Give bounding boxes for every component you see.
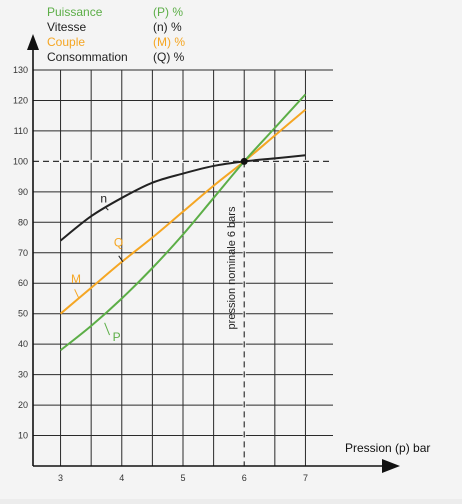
y-tick-label: 120 [13,95,28,105]
reference-lines: pression nominale 6 bars [33,159,333,466]
y-tick-label: 20 [18,400,28,410]
x-tick-label: 7 [303,473,308,483]
legend-name: Couple [47,35,85,49]
series-line-Q [59,108,307,315]
x-axis-label: Pression (p) bar [345,441,430,455]
legend: Puissance (P) % Vitesse (n) % Couple (M) % Con… [47,5,185,64]
tick-labels: 10 20 30 40 50 60 70 80 90 100 110 120 130 3 4 5 6 7 [13,65,308,483]
y-tick-label: 80 [18,217,28,227]
reference-annotation: pression nominale 6 bars [226,206,238,329]
series [59,93,307,352]
curve-labels: n Q M P [71,192,124,344]
y-tick-label: 30 [18,370,28,380]
nominal-point [240,157,248,165]
x-tick-label: 6 [242,473,247,483]
x-axis-arrow [382,459,400,473]
y-tick-label: 90 [18,187,28,197]
series-label-Q: Q [114,236,123,250]
y-tick-label: 50 [18,309,28,319]
series-label-n: n [100,192,107,206]
y-tick-label: 40 [18,339,28,349]
legend-name: Puissance [47,5,103,19]
legend-symbol: (M) % [153,35,185,49]
legend-symbol: (P) % [153,5,183,19]
legend-name: Vitesse [47,20,86,34]
x-tick-label: 4 [119,473,124,483]
y-axis-arrow [27,34,39,50]
series-line-P [59,93,307,352]
legend-name: Consommation [47,50,128,64]
y-tick-label: 70 [18,248,28,258]
legend-symbol: (n) % [153,20,182,34]
y-tick-label: 110 [14,126,28,136]
y-tick-label: 130 [13,65,28,75]
axes: Pression (p) bar [27,34,430,473]
x-tick-label: 5 [180,473,185,483]
label-leader-P [104,322,110,336]
series-label-M: M [71,272,81,286]
label-leader-Q [118,255,124,263]
series-line-n [59,154,306,242]
y-tick-label: 60 [18,278,28,288]
label-leader-n [104,206,109,211]
x-tick-label: 3 [58,473,63,483]
y-tick-label: 10 [18,431,28,441]
series-label-P: P [113,330,121,344]
legend-symbol: (Q) % [153,50,185,64]
label-leader-M [74,289,80,299]
y-tick-label: 100 [13,156,28,166]
